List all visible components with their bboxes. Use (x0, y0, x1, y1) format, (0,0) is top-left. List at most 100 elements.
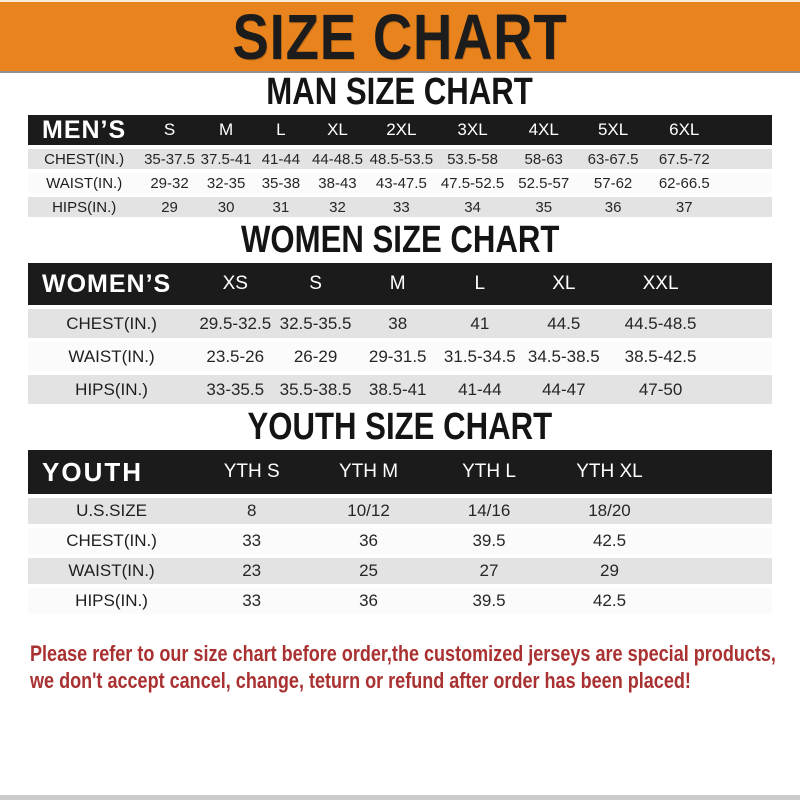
cell-value: 38.5-42.5 (624, 346, 697, 366)
cell-value: 36 (604, 198, 622, 216)
cell-value: 41-44 (458, 379, 502, 399)
header-filler (714, 263, 772, 305)
cell-value: 34 (464, 198, 481, 216)
cell-value: 30 (217, 198, 235, 216)
cell-value: 39.5 (472, 531, 506, 550)
row-label: U.S.SIZE (76, 501, 147, 520)
disclaimer-line-1: Please refer to our size chart before or… (30, 641, 776, 666)
table-header-row: WOMEN’S XS S M L XL XXL (28, 263, 772, 305)
cell-value: 38-43 (318, 174, 357, 192)
cell-value: 32 (329, 198, 346, 216)
row-filler (670, 588, 772, 614)
row-label: CHEST(IN.) (44, 150, 125, 168)
table-row: HIPS(IN.) 33 36 39.5 42.5 (28, 588, 772, 614)
banner-title: SIZE CHART (232, 0, 568, 73)
column-header: M (219, 120, 234, 139)
cell-value: 44-47 (542, 379, 586, 399)
column-header: M (389, 273, 406, 294)
table-row: WAIST(IN.) 29-32 32-35 35-38 38-43 43-47.5 47.… (28, 173, 772, 193)
row-filler (714, 309, 772, 338)
column-header: XXL (642, 273, 679, 294)
cell-value: 43-47.5 (375, 174, 427, 192)
bottom-divider (0, 795, 800, 800)
cell-value: 35.5-38.5 (279, 379, 352, 399)
table-row: CHEST(IN.) 29.5-32.5 32.5-35.5 38 41 44.5 44.5… (28, 309, 772, 338)
cell-value: 38.5-41 (368, 379, 427, 399)
cell-value: 44.5 (547, 313, 581, 333)
column-header: XL (327, 120, 348, 139)
cell-value: 39.5 (472, 591, 506, 610)
cell-value: 35-38 (261, 174, 301, 192)
cell-value: 29 (161, 198, 178, 216)
cell-value: 37 (675, 198, 693, 216)
cell-value: 47-50 (638, 379, 683, 399)
row-label: HIPS(IN.) (75, 379, 148, 399)
row-label: WAIST(IN.) (46, 174, 123, 192)
cell-value: 52.5-57 (518, 174, 570, 192)
cell-value: 23.5-26 (206, 346, 265, 366)
column-header: 6XL (669, 120, 700, 139)
banner: SIZE CHART (0, 0, 800, 73)
row-filler (714, 375, 772, 404)
cell-value: 8 (246, 501, 257, 520)
cell-value: 25 (359, 561, 378, 580)
cell-value: 32.5-35.5 (279, 313, 352, 333)
row-filler (670, 558, 772, 584)
cell-value: 29 (600, 561, 619, 580)
cell-value: 44-48.5 (312, 150, 363, 168)
table-row: CHEST(IN.) 35-37.5 37.5-41 41-44 44-48.5 48.5… (28, 149, 772, 169)
cell-value: 31 (272, 198, 290, 216)
cell-value: 33 (242, 591, 262, 610)
disclaimer-note: Please refer to our size chart before or… (30, 640, 800, 694)
column-header: L (276, 120, 286, 139)
row-label: WAIST(IN.) (68, 346, 155, 366)
row-label: HIPS(IN.) (75, 591, 148, 610)
table-title: WOMEN’S (42, 269, 172, 298)
column-header: S (163, 120, 176, 139)
cell-value: 23 (242, 561, 262, 580)
cell-value: 31.5-34.5 (443, 346, 516, 366)
cell-value: 35 (535, 198, 553, 216)
cell-value: 42.5 (592, 591, 627, 610)
cell-value: 26-29 (293, 346, 338, 366)
row-label: CHEST(IN.) (66, 531, 157, 550)
column-header: XS (222, 273, 248, 294)
table-row: CHEST(IN.) 33 36 39.5 42.5 (28, 528, 772, 554)
row-filler (670, 498, 772, 524)
column-header: XL (552, 273, 576, 294)
cell-value: 35-37.5 (144, 150, 195, 168)
youth-size-table: YOUTH YTH S YTH M YTH L YTH XL U.S.SIZE 8 10/12… (28, 446, 772, 618)
row-label: HIPS(IN.) (52, 198, 117, 216)
cell-value: 29-32 (150, 174, 189, 192)
cell-value: 29.5-32.5 (199, 313, 272, 333)
cell-value: 48.5-53.5 (369, 150, 434, 168)
cell-value: 41 (470, 313, 490, 333)
women-size-table: WOMEN’S XS S M L XL XXL CHEST(IN.) 29.5-32.5 32.5… (28, 259, 772, 408)
table-row: U.S.SIZE 8 10/12 14/16 18/20 (28, 498, 772, 524)
women-section-heading: WOMEN SIZE CHART (240, 219, 560, 261)
header-filler (721, 115, 772, 145)
men-section-heading: MAN SIZE CHART (266, 71, 534, 113)
table-row: WAIST(IN.) 23 25 27 29 (28, 558, 772, 584)
cell-value: 10/12 (347, 501, 390, 520)
table-header-row: MEN’S S M L XL 2XL 3XL 4XL 5XL 6XL (28, 115, 772, 145)
cell-value: 38 (388, 313, 408, 333)
cell-value: 67.5-72 (658, 150, 710, 168)
table-header-row: YOUTH YTH S YTH M YTH L YTH XL (28, 450, 772, 494)
cell-value: 41-44 (261, 150, 301, 168)
column-header: S (309, 273, 322, 294)
cell-value: 18/20 (588, 501, 631, 520)
cell-value: 36 (359, 531, 378, 550)
column-header: YTH M (338, 461, 399, 482)
disclaimer-line-2: we don't accept cancel, change, teturn o… (30, 668, 691, 693)
row-filler (721, 173, 772, 193)
row-filler (670, 528, 772, 554)
cell-value: 44.5-48.5 (624, 313, 697, 333)
column-header: 2XL (386, 120, 417, 139)
header-filler (670, 450, 772, 494)
cell-value: 53.5-58 (447, 150, 498, 168)
column-header: L (474, 273, 486, 294)
table-title: YOUTH (42, 456, 143, 487)
cell-value: 57-62 (593, 174, 633, 192)
